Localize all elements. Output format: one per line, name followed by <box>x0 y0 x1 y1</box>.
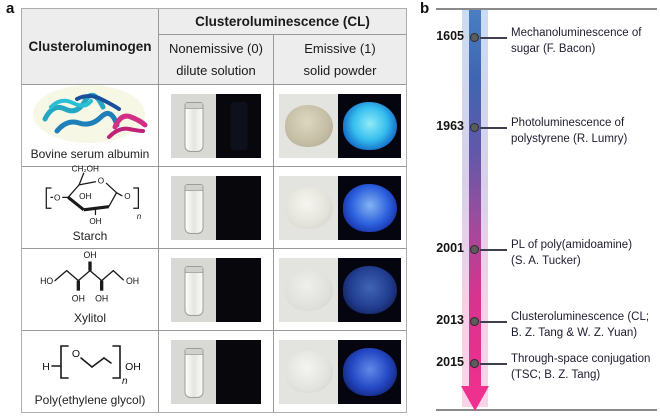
starch-structure-icon: n CH₂OH O OH OH O O <box>22 163 158 227</box>
xylitol-ho-left: HO <box>40 276 53 286</box>
event-label-line2: sugar (F. Bacon) <box>511 43 596 55</box>
event-dot-icon <box>470 359 479 368</box>
table-row-xylitol-structure: HO OH OH OH OH Xylitol <box>22 248 158 330</box>
starch-oh-mid: OH <box>79 192 91 201</box>
photo-bsa-solution-uv <box>216 93 261 158</box>
starch-ch2oh-label: CH₂OH <box>72 165 99 174</box>
event-connector-line <box>480 363 507 365</box>
event-label-line2: B. Z. Tang & W. Z. Yuan) <box>511 327 638 339</box>
xylitol-structure-icon: HO OH OH OH OH <box>22 249 158 309</box>
photo-xylitol-powder-daylight <box>279 257 338 322</box>
row-name-xylitol: Xylitol <box>73 311 106 325</box>
column-header-emissive: Emissive (1) solid powder <box>273 35 406 84</box>
photo-xylitol-solution-uv <box>216 257 261 322</box>
bsa-dilute-solution-cell <box>158 84 273 166</box>
panel-a-label: a <box>6 0 15 17</box>
photo-starch-solution-daylight <box>171 175 216 240</box>
event-dot-icon <box>470 317 479 326</box>
event-label-line1: Through-space conjugation <box>511 353 651 365</box>
event-year: 2015 <box>436 355 464 369</box>
event-year: 1963 <box>436 119 464 133</box>
event-dot-icon <box>470 245 479 254</box>
event-label: PL of poly(amidoamine) (S. A. Tucker) <box>511 237 659 269</box>
event-label-line2: polystyrene (R. Lumry) <box>511 133 628 145</box>
event-year: 1605 <box>436 29 464 43</box>
event-dot-icon <box>470 123 479 132</box>
event-label: Through-space conjugation (TSC; B. Z. Ta… <box>511 351 659 383</box>
event-label-line1: Photoluminescence of <box>511 117 625 129</box>
event-connector-line <box>480 249 507 251</box>
photo-bsa-powder-uv-glow <box>338 93 401 158</box>
table-row-bsa-structure: Bovine serum albumin <box>22 84 158 166</box>
event-connector-line <box>480 321 507 323</box>
photo-peg-solution-daylight <box>171 339 216 404</box>
photo-starch-powder-daylight <box>279 175 338 240</box>
peg-dilute-solution-cell <box>158 330 273 412</box>
event-connector-line <box>480 127 507 129</box>
timeline-bottom-rule <box>436 409 657 411</box>
row-name-bsa: Bovine serum albumin <box>30 147 150 161</box>
event-year: 2001 <box>436 241 464 255</box>
event-label-line1: PL of poly(amidoamine) <box>511 239 633 251</box>
event-connector-line <box>480 37 507 39</box>
photo-xylitol-powder-uv-glow <box>338 257 401 322</box>
event-year: 2013 <box>436 313 464 327</box>
peg-structure-icon: H O n OH <box>22 331 158 391</box>
timeline-arrowhead-icon <box>461 386 489 411</box>
event-label-line2: (S. A. Tucker) <box>511 255 581 267</box>
starch-n-subscript: n <box>137 212 141 221</box>
group-header-clusteroluminescence: Clusteroluminescence (CL) <box>158 9 406 35</box>
bsa-solid-powder-cell <box>273 84 406 166</box>
event-label-line2: (TSC; B. Z. Tang) <box>511 369 601 381</box>
xylitol-oh-right: OH <box>126 276 139 286</box>
timeline-top-rule <box>436 8 657 10</box>
starch-dilute-solution-cell <box>158 166 273 248</box>
panel-b-label: b <box>420 0 430 17</box>
emissive-line1: Emissive (1) <box>304 40 376 56</box>
timeline-arrow-shaft <box>469 10 481 387</box>
event-label: Photoluminescence of polystyrene (R. Lum… <box>511 115 659 147</box>
photo-starch-powder-uv-glow <box>338 175 401 240</box>
event-label-line1: Clusteroluminescence (CL; <box>511 311 650 323</box>
emissive-line2: solid powder <box>303 62 377 78</box>
column-header-clusteroluminogen: Clusteroluminogen <box>22 9 158 84</box>
photo-peg-solution-uv <box>216 339 261 404</box>
photo-starch-solution-uv <box>216 175 261 240</box>
column-header-nonemissive: Nonemissive (0) dilute solution <box>158 35 273 84</box>
row-name-starch: Starch <box>72 229 108 243</box>
photo-bsa-solution-daylight <box>171 93 216 158</box>
peg-oh-label: OH <box>125 361 141 373</box>
event-dot-icon <box>470 33 479 42</box>
protein-ribbon-icon <box>22 83 158 145</box>
nonemissive-line1: Nonemissive (0) <box>169 40 263 56</box>
nonemissive-line2: dilute solution <box>176 62 256 78</box>
xylitol-dilute-solution-cell <box>158 248 273 330</box>
peg-h-label: H <box>42 361 50 373</box>
peg-solid-powder-cell <box>273 330 406 412</box>
starch-o-left: O <box>54 193 60 202</box>
starch-oh-bottom: OH <box>89 217 101 226</box>
table-row-peg-structure: H O n OH Poly(ethylene glycol) <box>22 330 158 412</box>
photo-peg-powder-uv-glow <box>338 339 401 404</box>
peg-n-subscript: n <box>122 376 128 387</box>
xylitol-oh-top: OH <box>83 250 96 260</box>
event-label: Clusteroluminescence (CL; B. Z. Tang & W… <box>511 309 659 341</box>
starch-ring-oxygen: O <box>98 176 104 185</box>
peg-o-label: O <box>72 348 80 360</box>
xylitol-oh-bottom1: OH <box>72 294 85 304</box>
starch-solid-powder-cell <box>273 166 406 248</box>
photo-xylitol-solution-daylight <box>171 257 216 322</box>
event-label: Mechanoluminescence of sugar (F. Bacon) <box>511 25 659 57</box>
event-label-line1: Mechanoluminescence of <box>511 27 642 39</box>
photo-peg-powder-daylight <box>279 339 338 404</box>
starch-o-right: O <box>124 192 130 201</box>
clusteroluminescence-table: Clusteroluminogen Clusteroluminescence (… <box>21 8 407 413</box>
table-row-starch-structure: n CH₂OH O OH OH O O <box>22 163 158 248</box>
xylitol-solid-powder-cell <box>273 248 406 330</box>
xylitol-oh-bottom2: OH <box>95 294 108 304</box>
row-name-peg: Poly(ethylene glycol) <box>34 393 146 407</box>
photo-bsa-powder-daylight <box>279 93 338 158</box>
